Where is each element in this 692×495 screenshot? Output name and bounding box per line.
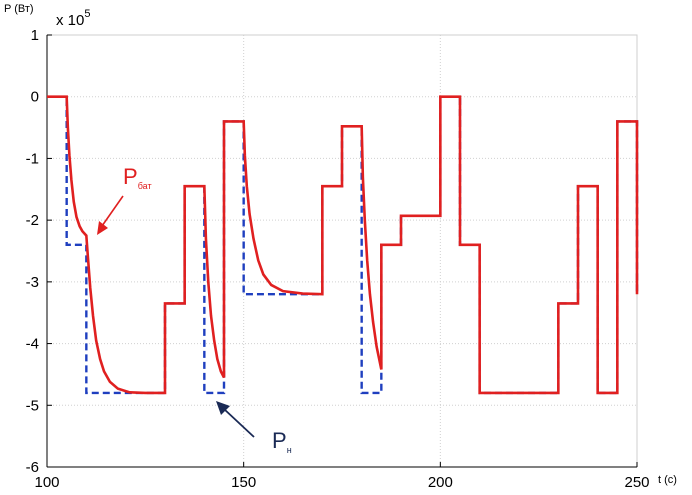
p-bat-annotation: Pбат [123,164,152,191]
ticks-layer: 100 150 200 250 1 0 -1 -2 -3 -4 -5 -6 [26,27,650,491]
p-n-arrowhead [216,401,230,415]
x-tick-label: 150 [231,474,256,491]
y-exponent-label: x 105 [56,8,90,29]
series-line-p-bat [47,95,639,395]
y-tick-label: -4 [26,336,39,353]
y-tick-label: -1 [26,150,39,167]
y-tick-label: 0 [31,89,39,106]
y-tick-label: -2 [26,212,39,229]
y-tick-label: -6 [26,459,39,476]
p-n-arrow [223,408,255,438]
y-tick-label: 1 [31,27,39,44]
plot-frame [46,34,638,468]
p-n-sub: н [287,445,292,455]
y-tick-label: -3 [26,274,39,291]
y-exponent-power: 5 [84,8,90,20]
x-tick-label: 100 [34,474,59,491]
x-axis-label: t (c) [658,474,677,486]
p-n-main: P [272,428,287,453]
x-tick-label: 200 [428,474,453,491]
y-axis-label: P (Вт) [4,3,34,15]
y-exponent-base: x 10 [56,12,84,29]
p-bat-arrowhead [97,221,108,235]
series-layer [47,95,639,395]
p-bat-main: P [123,164,138,189]
p-bat-arrow [101,195,124,227]
p-n-annotation: Pн [272,428,292,455]
grid-layer [47,35,637,467]
p-bat-sub: бат [138,181,152,191]
x-tick-label: 250 [624,474,649,491]
y-tick-label: -5 [26,397,39,414]
